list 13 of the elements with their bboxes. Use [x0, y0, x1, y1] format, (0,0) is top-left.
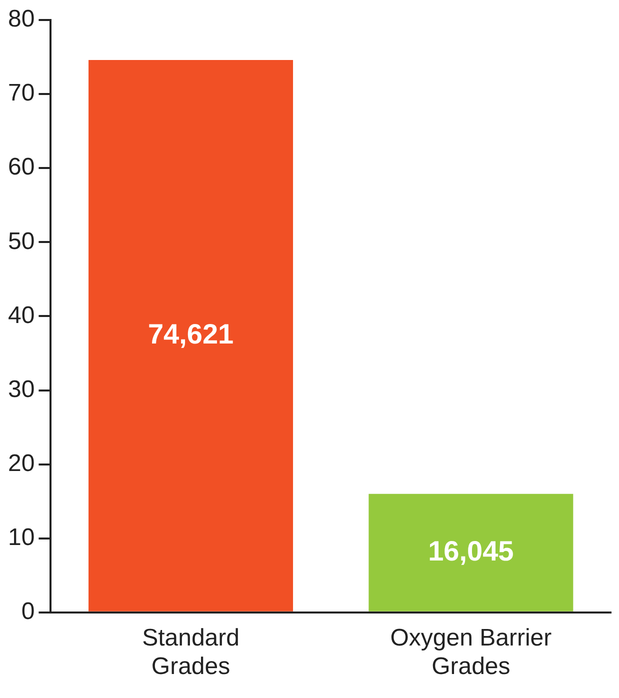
y-tick-label: 30 [8, 376, 35, 403]
x-tick-label: Standard Grades [142, 624, 240, 680]
annotation: 74,621 [148, 318, 234, 350]
y-tick-label: 80 [8, 6, 35, 33]
y-tick-label: 60 [8, 154, 35, 181]
annotation: 16,045 [428, 535, 514, 566]
y-tick-label: 20 [8, 450, 35, 477]
y-tick-label: 50 [8, 228, 35, 255]
y-tick-label: 70 [8, 80, 35, 107]
y-tick-label: 40 [8, 302, 35, 329]
y-tick-label: 0 [21, 598, 35, 626]
y-tick-label: 10 [8, 524, 35, 551]
x-tick-label: Oxygen Barrier Grades [390, 624, 552, 680]
